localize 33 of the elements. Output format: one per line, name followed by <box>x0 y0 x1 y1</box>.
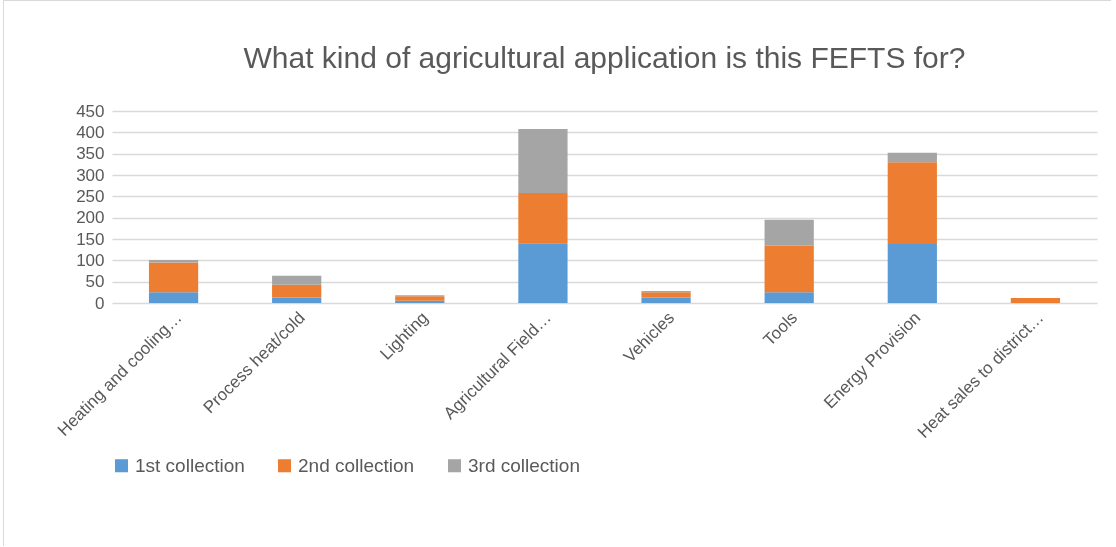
legend-label: 1st collection <box>135 454 245 476</box>
legend-label: 2nd collection <box>298 454 415 476</box>
bar <box>764 292 814 303</box>
bar <box>518 128 568 193</box>
y-tick-label: 350 <box>76 144 105 164</box>
bar <box>272 297 322 303</box>
bar <box>395 300 445 303</box>
y-tick-label: 50 <box>85 272 105 292</box>
y-tick-label: 300 <box>76 165 105 185</box>
bar <box>764 219 814 246</box>
y-tick-label: 450 <box>76 101 105 121</box>
y-tick-label: 400 <box>76 122 105 142</box>
bar <box>518 192 568 244</box>
y-tick-label: 0 <box>95 293 105 313</box>
bar <box>887 162 937 245</box>
bar <box>272 284 322 298</box>
y-tick-label: 100 <box>76 250 105 270</box>
bar <box>1010 297 1061 303</box>
y-tick-label: 250 <box>76 186 105 206</box>
bar <box>272 275 322 285</box>
bar <box>641 292 691 298</box>
y-tick-label: 150 <box>76 229 105 249</box>
bar <box>148 292 199 303</box>
bar <box>764 245 814 293</box>
bar <box>148 262 199 293</box>
bar <box>641 297 691 303</box>
chart-title: What kind of agricultural application is this FEFTS for? <box>243 41 966 74</box>
y-tick-label: 200 <box>76 208 105 228</box>
bar <box>518 243 568 303</box>
legend-label: 3rd collection <box>468 454 580 476</box>
bar <box>887 244 937 303</box>
bar <box>395 296 445 301</box>
bar <box>887 152 937 163</box>
